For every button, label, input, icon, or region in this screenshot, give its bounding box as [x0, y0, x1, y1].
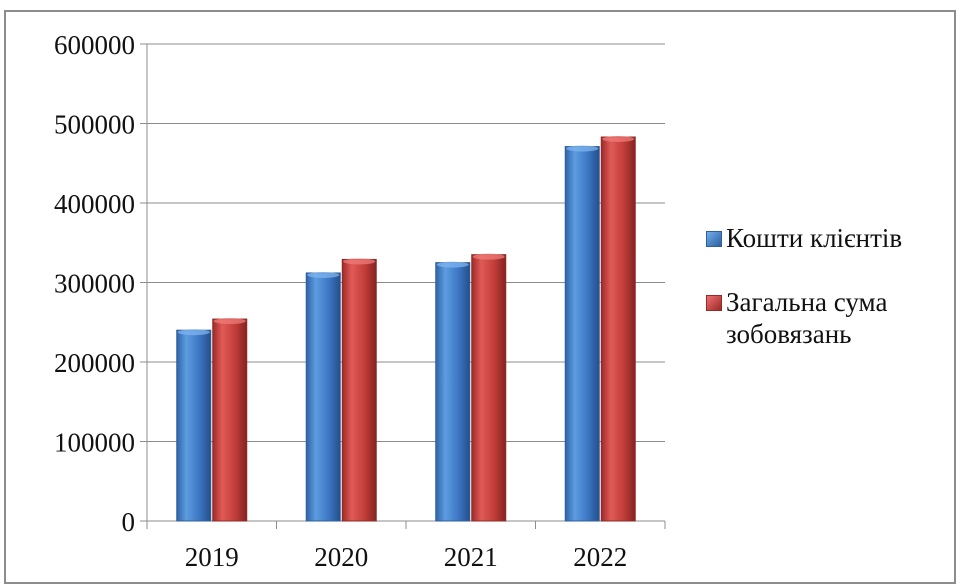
legend-label-total-liabilities: Загальна сума зобовязань: [726, 287, 888, 349]
bar-client-funds-2021: [435, 262, 471, 522]
bar-client-funds-2020: [305, 272, 341, 522]
bar-total-liabilities-2020: [341, 258, 377, 522]
bar-total-liabilities-2021: [471, 254, 507, 522]
bar-layer: [176, 136, 636, 522]
bar-top-highlight-client-funds-2019: [177, 329, 210, 336]
y-tick-label-300000: 300000: [54, 269, 135, 299]
legend-swatch-red: [706, 295, 722, 311]
bar-client-funds-2019: [176, 329, 212, 522]
bar-client-funds-2022: [564, 146, 600, 522]
bar-top-highlight-client-funds-2022: [566, 145, 599, 152]
bar-total-liabilities-2019: [212, 318, 248, 522]
bar-top-highlight-total-liabilities-2019: [213, 318, 246, 325]
bar-top-highlight-total-liabilities-2022: [602, 136, 635, 143]
axis-layer: [140, 43, 666, 529]
bar-top-highlight-client-funds-2020: [307, 271, 340, 278]
y-tick-label-600000: 600000: [54, 30, 135, 60]
legend-item-client-funds: Кошти клієнтів: [706, 222, 951, 254]
y-tick-label-100000: 100000: [54, 428, 135, 458]
bar-top-highlight-total-liabilities-2021: [472, 253, 505, 260]
bar-total-liabilities-2022: [600, 136, 636, 522]
x-tick-label-2021: 2021: [444, 542, 498, 572]
y-tick-label-400000: 400000: [54, 189, 135, 219]
legend-label-client-funds: Кошти клієнтів: [726, 223, 903, 253]
x-tick-label-2019: 2019: [185, 542, 239, 572]
y-tick-label-200000: 200000: [54, 348, 135, 378]
x-tick-label-2020: 2020: [314, 542, 368, 572]
legend-swatch-blue: [706, 231, 722, 247]
bar-top-highlight-client-funds-2021: [436, 261, 469, 268]
label-layer: 0 100000 200000 300000 400000 500000 600000 201…: [54, 30, 627, 572]
legend-item-total-liabilities: Загальна сума зобовязань: [706, 286, 951, 350]
x-tick-label-2022: 2022: [573, 542, 627, 572]
y-tick-label-0: 0: [122, 507, 136, 537]
chart-legend: Кошти клієнтів Загальна сума зобовязань: [706, 222, 951, 382]
y-tick-label-500000: 500000: [54, 110, 135, 140]
bar-top-highlight-total-liabilities-2020: [343, 258, 376, 265]
